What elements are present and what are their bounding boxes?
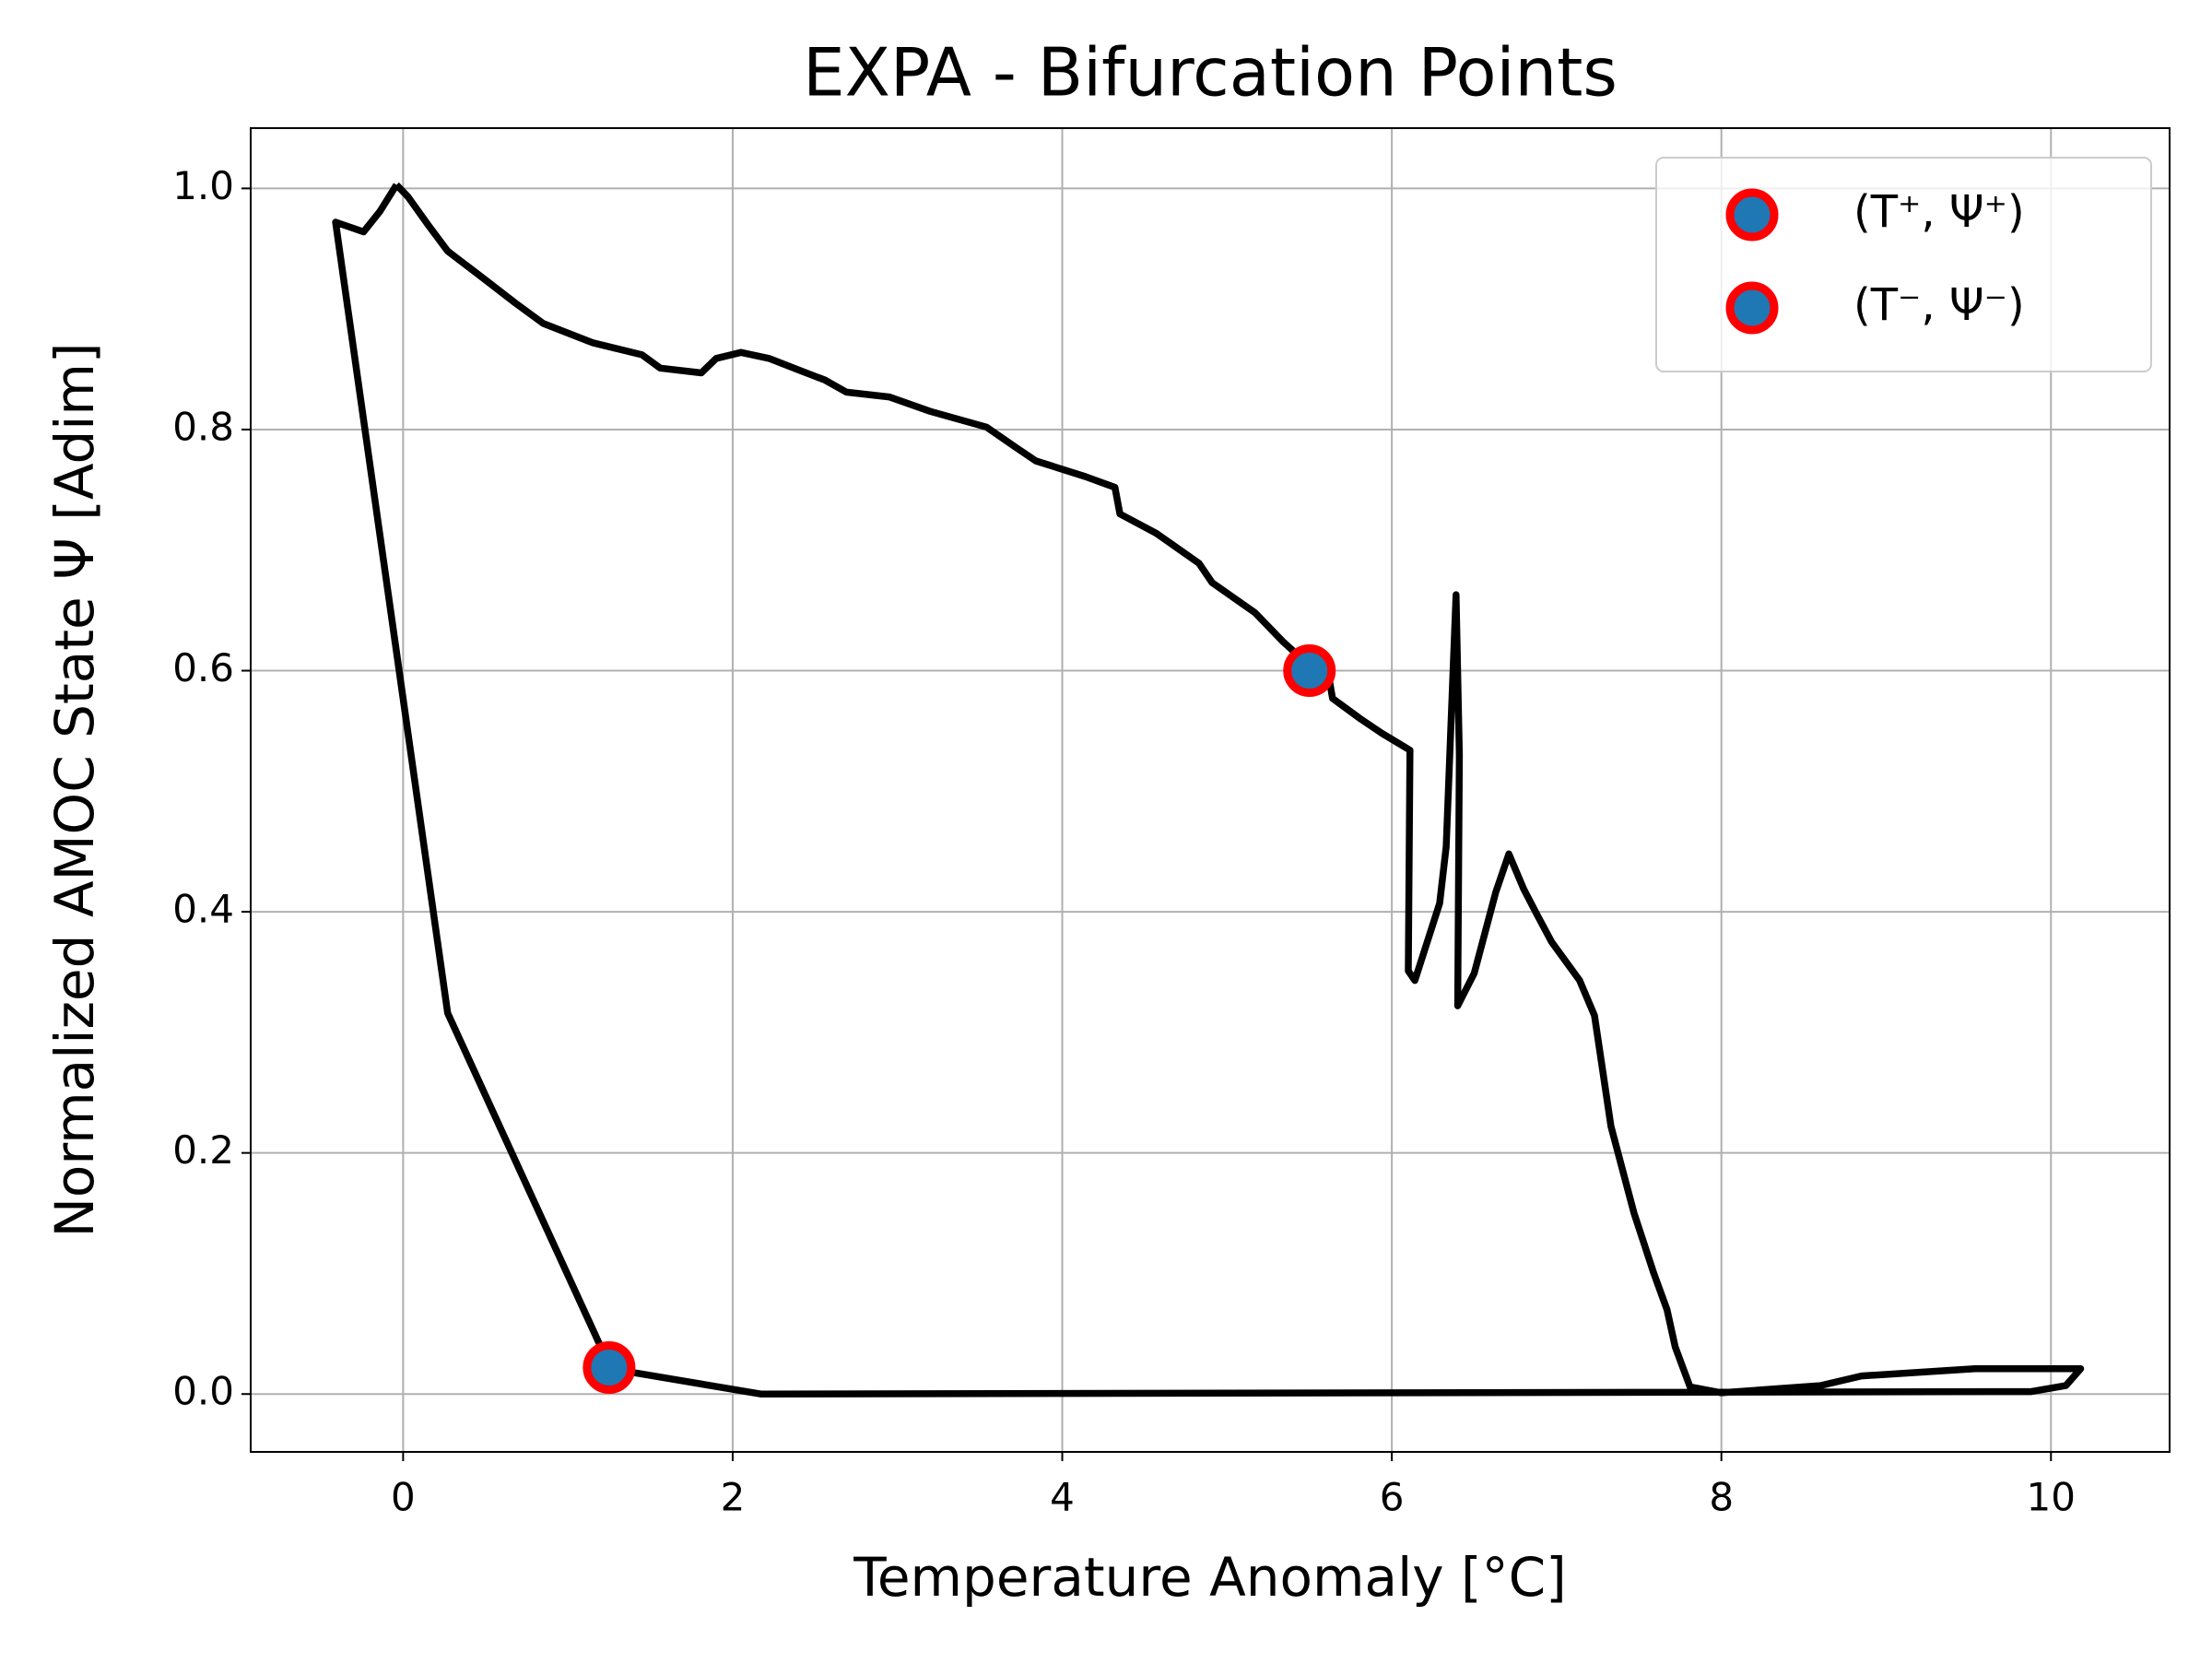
x-tick-label: 0 bbox=[391, 1475, 416, 1520]
scatter-point bbox=[582, 1340, 636, 1394]
y-tick-label: 0.2 bbox=[172, 1127, 234, 1173]
x-axis-label: Temperature Anomaly [°C] bbox=[853, 1546, 1566, 1609]
data-line bbox=[332, 182, 2085, 1398]
legend-marker bbox=[1725, 281, 1779, 335]
y-tick-label: 0.4 bbox=[172, 887, 234, 932]
x-tick-label: 6 bbox=[1380, 1475, 1405, 1520]
y-tick-label: 1.0 bbox=[172, 163, 234, 208]
legend-box bbox=[1655, 157, 2152, 372]
y-axis-label: Normalized AMOC State Ψ [Adim] bbox=[43, 342, 106, 1237]
y-tick-label: 0.8 bbox=[172, 404, 234, 449]
legend-label: (T⁺, Ψ⁺) bbox=[1853, 186, 2025, 238]
y-tick-label: 0.0 bbox=[172, 1369, 234, 1414]
legend-label: (T⁻, Ψ⁻) bbox=[1853, 279, 2025, 331]
legend-marker bbox=[1725, 188, 1779, 242]
x-tick-label: 10 bbox=[2027, 1475, 2076, 1520]
x-tick-label: 4 bbox=[1050, 1475, 1075, 1520]
x-tick-label: 8 bbox=[1709, 1475, 1734, 1520]
axes-frame bbox=[250, 127, 2171, 1453]
y-tick-label: 0.6 bbox=[172, 645, 234, 690]
scatter-point bbox=[1283, 644, 1336, 698]
chart-title: EXPA - Bifurcation Points bbox=[803, 34, 1618, 112]
x-tick-label: 2 bbox=[721, 1475, 746, 1520]
